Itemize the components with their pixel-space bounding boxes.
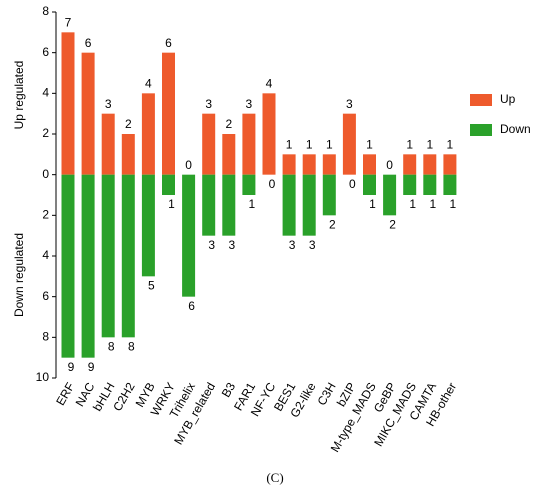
data-label-down: 1: [369, 197, 376, 211]
data-label-down: 1: [450, 197, 457, 211]
bar-up: [222, 134, 236, 175]
caption: (C): [266, 470, 283, 485]
bar-up: [342, 113, 356, 175]
data-label-up: 3: [346, 97, 353, 111]
data-label-up: 1: [426, 138, 433, 152]
data-label-up: 0: [386, 158, 393, 172]
data-label-down: 1: [409, 197, 416, 211]
y-tick-label: 4: [42, 248, 49, 262]
data-label-down: 9: [88, 360, 95, 374]
data-label-down: 3: [289, 238, 296, 252]
data-label-down: 8: [108, 340, 115, 354]
bar-up: [363, 154, 376, 175]
bar-down: [242, 174, 256, 195]
y-tick-label: 6: [42, 45, 49, 59]
data-label-up: 1: [286, 138, 293, 152]
bar-down: [202, 174, 216, 236]
y-tick-label: 6: [42, 289, 49, 303]
bar-down: [222, 174, 236, 236]
y-tick-label: 4: [42, 86, 49, 100]
data-label-up: 6: [165, 36, 172, 50]
data-label-up: 3: [246, 97, 253, 111]
x-tick-label: C2H2: [110, 380, 138, 414]
data-label-down: 3: [228, 238, 235, 252]
y-tick-label: 2: [42, 208, 49, 222]
bar-down: [302, 174, 316, 236]
bar-up: [262, 93, 276, 175]
data-label-down: 2: [329, 218, 336, 232]
data-label-down: 1: [168, 197, 175, 211]
data-label-up: 1: [306, 138, 313, 152]
bar-down: [162, 174, 175, 195]
bar-down: [282, 174, 296, 236]
y-tick-label: 8: [42, 4, 49, 18]
bar-down: [61, 174, 75, 358]
data-label-down: 1: [429, 197, 436, 211]
bar-up: [61, 32, 75, 175]
x-tick-label: B3: [219, 380, 239, 400]
data-label-down: 2: [389, 218, 396, 232]
data-label-up: 3: [205, 97, 212, 111]
data-label-up: 1: [366, 138, 373, 152]
bar-down: [322, 174, 336, 216]
data-label-up: 3: [105, 97, 112, 111]
y-tick-label: 10: [36, 370, 50, 384]
bar-up: [141, 93, 155, 175]
data-label-down: 1: [249, 197, 256, 211]
y-axis-label-up: Up regulated: [12, 61, 26, 130]
bar-up: [162, 52, 175, 175]
y-tick-label: 2: [42, 126, 49, 140]
y-tick-label: 0: [42, 167, 49, 181]
data-label-down: 8: [128, 340, 135, 354]
data-label-up: 2: [225, 117, 232, 131]
bar-up: [101, 113, 115, 175]
data-label-down: 3: [309, 238, 316, 252]
data-label-down: 5: [148, 279, 155, 293]
data-label-down: 0: [349, 177, 356, 191]
bar-up: [81, 52, 95, 175]
data-label-up: 0: [185, 158, 192, 172]
data-label-up: 4: [145, 77, 152, 91]
bar-up: [282, 154, 296, 175]
bar-down: [403, 174, 417, 195]
bar-up: [302, 154, 316, 175]
bar-down: [121, 174, 135, 338]
legend-label: Up: [500, 92, 516, 106]
bar-down: [363, 174, 376, 195]
data-label-up: 1: [326, 138, 333, 152]
data-label-up: 7: [65, 16, 72, 30]
data-label-down: 9: [68, 360, 75, 374]
legend-swatch: [470, 94, 492, 106]
data-label-down: 0: [269, 177, 276, 191]
bar-down: [81, 174, 95, 358]
bar-up: [403, 154, 417, 175]
data-label-up: 1: [447, 138, 454, 152]
bar-down: [423, 174, 437, 195]
bar-down: [141, 174, 155, 277]
bar-up: [443, 154, 457, 175]
bar-up: [242, 113, 256, 175]
bar-up: [202, 113, 216, 175]
data-label-down: 6: [188, 299, 195, 313]
y-tick-label: 8: [42, 330, 49, 344]
legend-label: Down: [500, 122, 531, 136]
bar-up: [423, 154, 437, 175]
data-label-up: 2: [125, 117, 132, 131]
bar-down: [443, 174, 457, 195]
data-label-up: 1: [406, 138, 413, 152]
data-label-down: 3: [208, 238, 215, 252]
bar-down: [383, 174, 397, 216]
y-axis-label-down: Down regulated: [12, 233, 26, 317]
bar-up: [121, 134, 135, 175]
bar-up: [322, 154, 336, 175]
legend-swatch: [470, 124, 492, 136]
bar-down: [182, 174, 196, 297]
bar-down: [101, 174, 115, 338]
data-label-up: 6: [85, 36, 92, 50]
data-label-up: 4: [266, 77, 273, 91]
